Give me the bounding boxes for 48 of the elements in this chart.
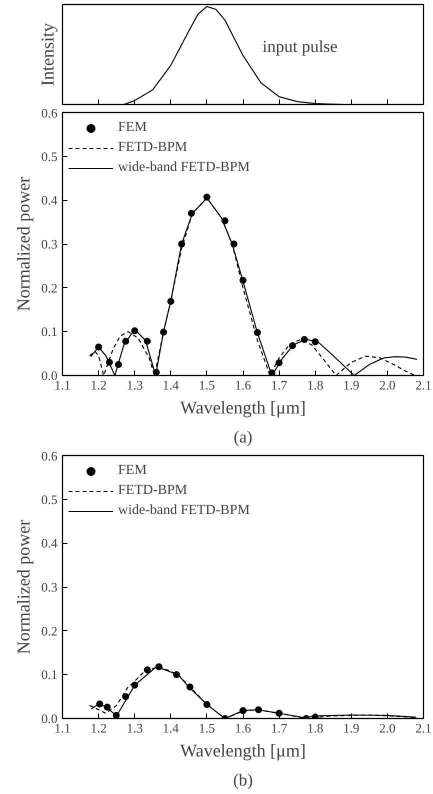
- annotation: input pulse: [262, 36, 338, 56]
- x-tick-label: 1.8: [307, 378, 324, 392]
- x-tick-label: 1.7: [270, 378, 288, 392]
- text: (a): [234, 428, 252, 446]
- legend-label: wide-band FETD-BPM: [118, 160, 250, 176]
- x-tick-label: 1.2: [90, 720, 107, 736]
- legend-label: FEM: [118, 120, 147, 136]
- y-tick-label: 0.5: [41, 492, 58, 507]
- x-tick-label: 1.7: [270, 720, 288, 736]
- y-tick-label: 0.1: [41, 667, 58, 682]
- x-tick-label: 2.0: [379, 720, 396, 736]
- legend-label: FEM: [118, 463, 147, 479]
- x-tick-label: 1.4: [162, 720, 180, 736]
- y-axis-title: Normalized power: [13, 176, 34, 312]
- x-tick-label: 1.8: [307, 720, 324, 736]
- y-tick-label: 0.4: [41, 192, 58, 208]
- x-tick-label: 1.4: [162, 378, 180, 392]
- x-tick-label: 1.6: [234, 378, 252, 392]
- x-tick-label: 2.1: [415, 378, 432, 392]
- x-axis-title: Wavelength [μm]: [180, 398, 306, 418]
- y-axis-title: Normalized power: [13, 520, 34, 654]
- y-tick-label: 0.0: [41, 368, 58, 383]
- y-tick-label: 0.2: [41, 280, 58, 296]
- y-tick-label: 0.5: [41, 148, 58, 164]
- legend-label: wide-band FETD-BPM: [118, 503, 250, 519]
- x-tick-label: 1.3: [126, 720, 143, 736]
- y-tick-label: 0.1: [41, 324, 58, 340]
- y-axis-title: Intensity: [38, 22, 58, 86]
- y-tick-label: 0.2: [41, 623, 58, 638]
- text: (b): [233, 770, 253, 790]
- y-tick-label: 0.0: [41, 711, 58, 726]
- y-tick-label: 0.4: [41, 536, 58, 551]
- legend-label: FETD-BPM: [118, 140, 188, 156]
- x-tick-label: 1.5: [198, 378, 216, 392]
- y-tick-label: 0.3: [41, 580, 58, 594]
- y-tick-label: 0.6: [41, 106, 58, 120]
- legend-label: FETD-BPM: [118, 483, 188, 499]
- x-tick-label: 1.9: [343, 378, 360, 392]
- x-tick-label: 2.0: [379, 378, 396, 392]
- x-tick-label: 2.1: [415, 720, 432, 736]
- x-tick-label: 1.2: [90, 378, 107, 392]
- x-tick-label: 1.9: [343, 720, 360, 736]
- y-tick-label: 0.3: [41, 236, 58, 252]
- y-tick-label: 0.6: [41, 448, 58, 464]
- x-tick-label: 1.3: [126, 378, 143, 392]
- x-tick-label: 1.6: [234, 720, 252, 736]
- x-tick-label: 1.5: [198, 720, 216, 736]
- x-axis-title: Wavelength [μm]: [180, 740, 306, 760]
